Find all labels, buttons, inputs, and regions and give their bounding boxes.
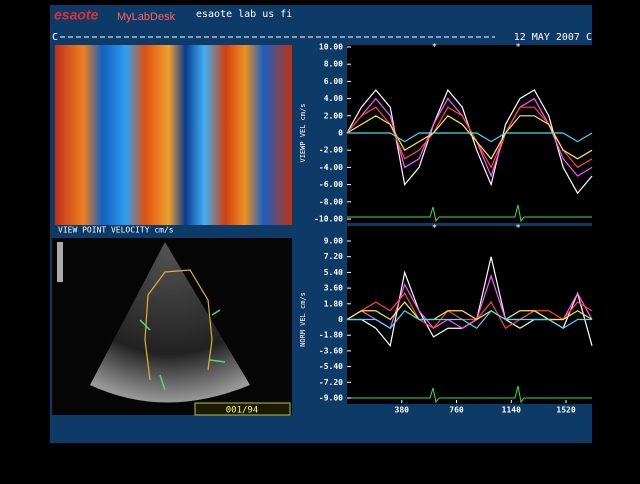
ecg-traces — [347, 204, 592, 404]
y-tick-label: -8.00 — [319, 197, 343, 206]
x-tick-label: 760 — [449, 406, 464, 415]
y-tick-label: 5.40 — [324, 268, 343, 277]
y-tick-label: -3.60 — [319, 346, 343, 355]
y-tick-label: 0 — [338, 129, 343, 138]
x-tick-label: 380 — [395, 406, 410, 415]
annotation: * — [515, 224, 520, 234]
product: MyLabDesk — [117, 11, 176, 23]
counter-box — [194, 402, 291, 416]
y-tick-label: 1.80 — [324, 299, 343, 308]
x-tick-label: 1140 — [502, 406, 521, 415]
y-axis-title: VIEWP VEL cm/s — [299, 103, 307, 162]
annotation: * — [432, 224, 437, 234]
y-tick-label: -6.00 — [319, 180, 343, 189]
frame-counter: 001/94 — [226, 406, 259, 416]
annotation: * — [432, 43, 437, 53]
annotation: * — [515, 43, 520, 53]
y-tick-label: 0 — [338, 315, 343, 324]
y-tick-label: 2.00 — [324, 111, 343, 120]
y-tick-label: 3.60 — [324, 284, 343, 293]
y-tick-label: -5.40 — [319, 362, 343, 371]
velocity-map — [55, 45, 292, 225]
y-tick-label: 8.00 — [324, 60, 343, 69]
y-tick-label: -9.00 — [319, 394, 343, 403]
y-tick-label: -2.00 — [319, 146, 343, 155]
y-tick-label: -7.20 — [319, 378, 343, 387]
series-line — [346, 301, 593, 321]
x-tick-label: 1520 — [556, 406, 575, 415]
y-axis-title: NORM VEL cm/s — [299, 292, 307, 347]
map-label: VIEW POINT VELOCITY cm/s — [58, 226, 174, 235]
y-tick-label: -10.00 — [314, 215, 343, 224]
user-label: esaote lab us fi — [196, 9, 292, 20]
contour — [144, 269, 213, 381]
series-line — [346, 292, 593, 330]
y-tick-label: 10.00 — [319, 43, 343, 52]
series-line — [347, 132, 593, 143]
echo-sector — [90, 242, 250, 403]
series-line — [347, 309, 592, 330]
y-tick-label: 7.20 — [324, 252, 343, 261]
row-start: C — [52, 32, 58, 43]
plot-area — [347, 45, 592, 223]
y-tick-label: 9.00 — [324, 237, 343, 246]
grayscale-bar — [57, 242, 63, 282]
y-tick-label: 4.00 — [324, 94, 343, 103]
brand: esaote — [54, 7, 99, 23]
y-tick-label: -4.00 — [319, 163, 343, 172]
y-tick-label: 6.00 — [324, 77, 343, 86]
y-tick-label: -1.80 — [319, 331, 343, 340]
contour-arrows — [139, 309, 226, 391]
date: 12 MAY 2007 C — [514, 32, 592, 43]
